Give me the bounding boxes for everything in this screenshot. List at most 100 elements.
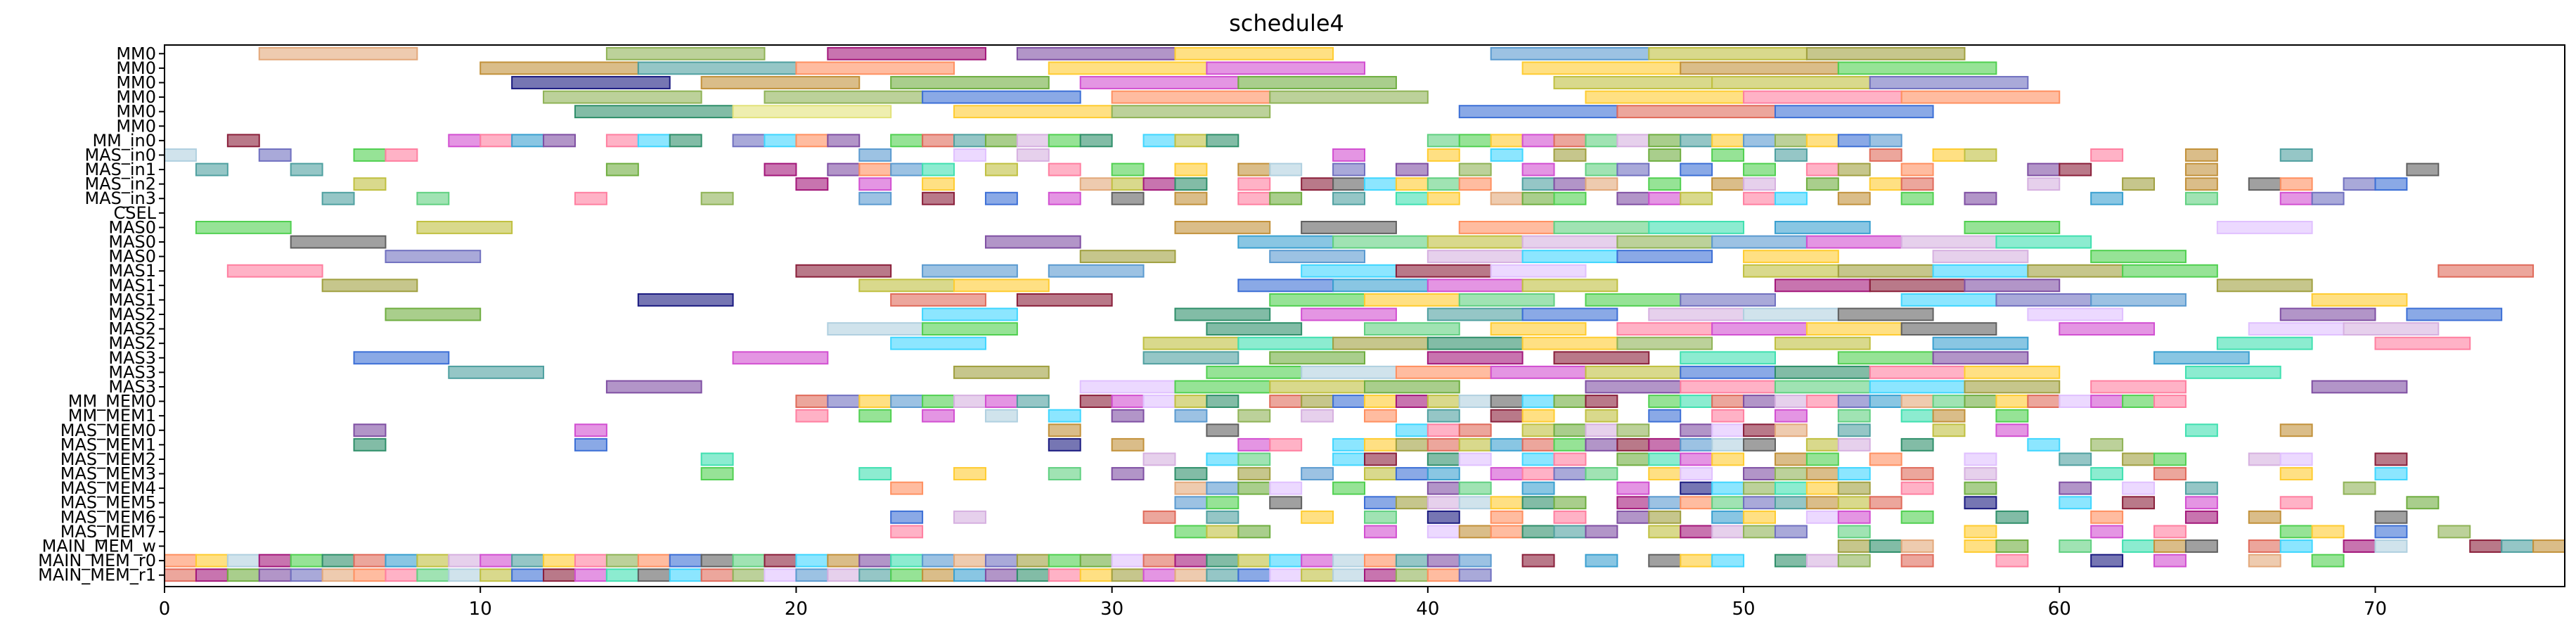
task-bar bbox=[1680, 481, 1713, 495]
task-bar bbox=[1174, 380, 1271, 394]
task-bar bbox=[1016, 554, 1050, 568]
task-bar bbox=[1142, 177, 1176, 191]
row-label: MAS_MEM3 bbox=[60, 464, 156, 484]
task-bar bbox=[2090, 510, 2124, 524]
task-bar bbox=[1900, 177, 1934, 191]
task-bar bbox=[1743, 423, 1776, 437]
task-bar bbox=[2059, 452, 2092, 466]
task-bar bbox=[2122, 481, 2156, 495]
task-bar bbox=[353, 423, 387, 437]
task-bar bbox=[1332, 235, 1429, 249]
task-bar bbox=[1458, 423, 1492, 437]
task-bar bbox=[764, 568, 797, 582]
task-bar bbox=[732, 105, 892, 119]
task-bar bbox=[1458, 554, 1492, 568]
task-bar bbox=[1900, 554, 1934, 568]
task-bar bbox=[1995, 510, 2029, 524]
task-bar bbox=[1680, 452, 1713, 466]
task-bar bbox=[764, 554, 797, 568]
task-bar bbox=[1269, 380, 1365, 394]
task-bar bbox=[1048, 409, 1081, 423]
task-bar bbox=[1900, 437, 1934, 452]
task-bar bbox=[1711, 452, 1745, 466]
task-bar bbox=[290, 162, 323, 177]
task-bar bbox=[1142, 336, 1239, 350]
task-bar bbox=[574, 423, 607, 437]
task-bar bbox=[353, 148, 387, 162]
task-bar bbox=[1301, 395, 1334, 409]
task-bar bbox=[1395, 177, 1429, 191]
task-bar bbox=[1332, 279, 1429, 293]
task-bar bbox=[2090, 525, 2124, 539]
task-bar bbox=[1521, 235, 1618, 249]
task-bar bbox=[1553, 177, 1587, 191]
task-bar bbox=[1553, 76, 1713, 89]
row-label: MAS_in2 bbox=[84, 174, 156, 194]
task-bar bbox=[1964, 539, 1997, 553]
task-bar bbox=[1805, 235, 1902, 249]
task-bar bbox=[1585, 162, 1618, 177]
task-bar bbox=[890, 568, 924, 582]
task-bar bbox=[1964, 191, 1997, 205]
task-bar bbox=[353, 554, 387, 568]
task-bar bbox=[953, 148, 986, 162]
task-bar bbox=[195, 554, 228, 568]
task-bar bbox=[2216, 336, 2313, 350]
task-bar bbox=[1521, 307, 1618, 321]
task-bar bbox=[2153, 351, 2250, 365]
task-bar bbox=[2059, 496, 2092, 510]
task-bar bbox=[1964, 220, 2061, 234]
task-bar bbox=[2184, 365, 2281, 379]
task-bar bbox=[764, 90, 924, 104]
task-bar bbox=[1301, 220, 1397, 234]
task-bar bbox=[1332, 336, 1429, 350]
task-bar bbox=[1648, 437, 1682, 452]
row-label: MAS_MEM7 bbox=[60, 522, 156, 542]
task-bar bbox=[1743, 496, 1776, 510]
task-bar bbox=[1743, 481, 1776, 495]
task-bar bbox=[226, 554, 260, 568]
task-bar bbox=[1111, 191, 1145, 205]
task-bar bbox=[1995, 395, 2029, 409]
task-bar bbox=[1711, 496, 1745, 510]
task-bar bbox=[1648, 525, 1682, 539]
task-bar bbox=[700, 452, 734, 466]
task-bar bbox=[1616, 134, 1650, 148]
task-bar bbox=[1427, 148, 1460, 162]
task-bar bbox=[1711, 134, 1745, 148]
task-bar bbox=[1269, 437, 1303, 452]
task-bar bbox=[1648, 134, 1682, 148]
task-bar bbox=[543, 568, 576, 582]
task-bar bbox=[922, 264, 1018, 278]
row-label: MAS3 bbox=[108, 377, 156, 397]
task-bar bbox=[1648, 307, 1745, 321]
row-label: MAS1 bbox=[108, 290, 156, 309]
task-bar bbox=[1301, 264, 1397, 278]
task-bar bbox=[1301, 510, 1334, 524]
task-bar bbox=[1553, 191, 1587, 205]
task-bar bbox=[1743, 395, 1776, 409]
task-bar bbox=[1711, 235, 1808, 249]
task-bar bbox=[1774, 525, 1808, 539]
task-bar bbox=[1237, 481, 1271, 495]
task-bar bbox=[1269, 481, 1303, 495]
task-bar bbox=[2090, 380, 2187, 394]
task-bar bbox=[1964, 525, 1997, 539]
task-bar bbox=[1269, 568, 1303, 582]
task-bar bbox=[1048, 162, 1081, 177]
task-bar bbox=[1774, 409, 1808, 423]
task-bar bbox=[1237, 452, 1271, 466]
task-bar bbox=[2501, 539, 2535, 553]
task-bar bbox=[1332, 395, 1366, 409]
task-bar bbox=[1395, 162, 1429, 177]
task-bar bbox=[1079, 177, 1113, 191]
task-bar bbox=[2027, 264, 2124, 278]
task-bar bbox=[953, 134, 986, 148]
task-bar bbox=[1174, 191, 1208, 205]
row-label: MAS1 bbox=[108, 276, 156, 295]
task-bar bbox=[1648, 191, 1682, 205]
task-bar bbox=[890, 134, 924, 148]
task-bar bbox=[2027, 177, 2061, 191]
task-bar bbox=[1711, 510, 1745, 524]
task-bar bbox=[1111, 467, 1145, 480]
